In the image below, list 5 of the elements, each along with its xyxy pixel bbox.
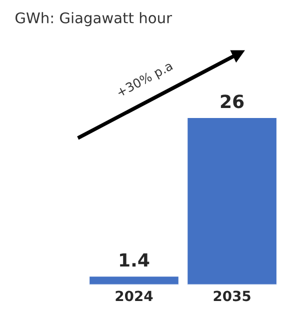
chart-subtitle: GWh: Giagawatt hour — [16, 12, 172, 26]
x-tick-label: 2024 — [116, 290, 153, 302]
x-tick-label: 2035 — [214, 290, 250, 302]
data-label: 1.4 — [120, 253, 150, 267]
data-label: 26 — [220, 94, 244, 108]
